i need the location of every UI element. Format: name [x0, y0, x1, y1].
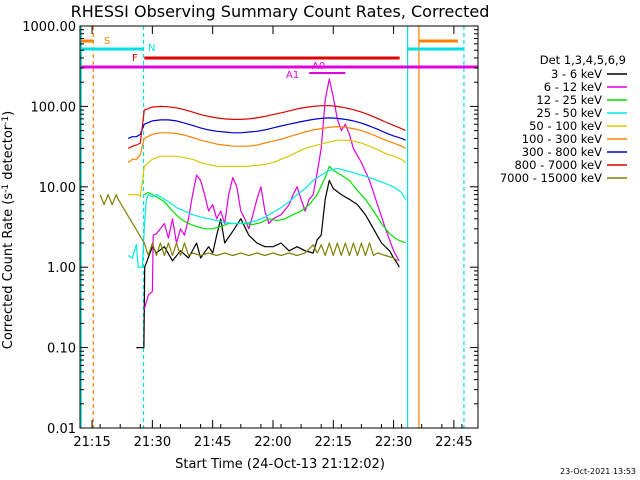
y-tick-label-4: 100.00 — [31, 100, 77, 115]
y-axis-label-tail: detector — [1, 124, 16, 184]
y-tick-label-3: 10.00 — [39, 181, 76, 196]
y-tick-label-5: 1000.00 — [22, 20, 76, 35]
legend-label-8: 7000 - 15000 keV — [500, 171, 602, 185]
x-tick-label-3: 22:00 — [254, 435, 291, 450]
flag-label-n: N — [148, 43, 155, 54]
x-tick-label-4: 22:15 — [315, 435, 352, 450]
legend-label-2: 12 - 25 keV — [536, 93, 602, 107]
legend-label-4: 50 - 100 keV — [529, 119, 602, 133]
legend-title: Det 1,3,4,5,6,9 — [540, 53, 626, 67]
ticks-layer: 21:15 21:30 21:45 22:00 22:15 22:30 22:45 0.01 0… — [22, 20, 478, 450]
legend-label-1: 6 - 12 keV — [544, 80, 602, 94]
series-line-3 — [127, 167, 407, 268]
flag-label-s: S — [104, 36, 110, 47]
y-axis-label: Corrected Count Rate (s-1 detector-1) — [1, 111, 16, 349]
y-axis-label-sup1: -1 — [1, 184, 11, 193]
axes-layer — [79, 25, 479, 429]
flag-label-a0: A0 — [312, 61, 325, 72]
y-axis-label-sup2: -1 — [1, 116, 11, 125]
series-line-6 — [127, 117, 406, 141]
series-line-7 — [127, 105, 406, 149]
series-line-5 — [127, 126, 406, 164]
x-tick-label-6: 22:45 — [435, 435, 472, 450]
y-axis-label-end: ) — [1, 111, 16, 116]
y-tick-label-2: 1.00 — [47, 261, 76, 276]
legend-label-0: 3 - 6 keV — [551, 67, 602, 81]
legend-label-5: 100 - 300 keV — [522, 132, 602, 146]
x-tick-label-1: 21:30 — [134, 435, 171, 450]
x-axis-label: Start Time (24-Oct-13 21:12:02) — [175, 457, 385, 472]
series-line-1 — [143, 78, 400, 310]
series-layer — [99, 78, 407, 349]
plot-area — [80, 26, 478, 428]
flag-label-f: F — [132, 53, 138, 64]
y-axis-label-main: Corrected Count Rate (s — [1, 193, 16, 350]
plot-background — [80, 26, 478, 428]
legend-label-6: 300 - 800 keV — [522, 145, 602, 159]
flag-label-a1: A1 — [286, 70, 299, 81]
y-tick-label-1: 0.10 — [47, 342, 76, 357]
series-line-2 — [144, 165, 406, 244]
legend-label-3: 25 - 50 keV — [536, 106, 602, 120]
legend-label-7: 800 - 7000 keV — [514, 158, 602, 172]
footer-timestamp: 23-Oct-2021 13:53 — [560, 467, 636, 476]
x-tick-label-5: 22:30 — [375, 435, 412, 450]
x-tick-label-0: 21:15 — [73, 435, 110, 450]
chart-title: RHESSI Observing Summary Count Rates, Co… — [71, 2, 490, 21]
flags-layer: S NF A0 A1 — [80, 26, 478, 428]
series-line-4 — [128, 139, 406, 198]
x-tick-label-2: 21:45 — [194, 435, 231, 450]
plot-frame — [79, 25, 479, 429]
series-line-8 — [99, 194, 398, 262]
y-tick-label-0: 0.01 — [47, 422, 76, 437]
